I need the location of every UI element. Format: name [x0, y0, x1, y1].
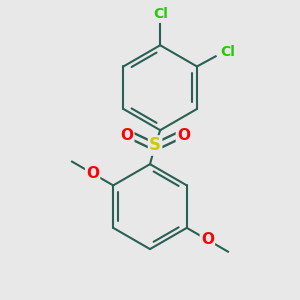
Text: O: O: [201, 232, 214, 247]
Text: Cl: Cl: [153, 7, 168, 20]
Text: O: O: [177, 128, 190, 143]
Text: Cl: Cl: [221, 45, 236, 59]
Text: S: S: [149, 136, 161, 154]
Text: O: O: [86, 166, 99, 181]
Text: O: O: [120, 128, 133, 143]
